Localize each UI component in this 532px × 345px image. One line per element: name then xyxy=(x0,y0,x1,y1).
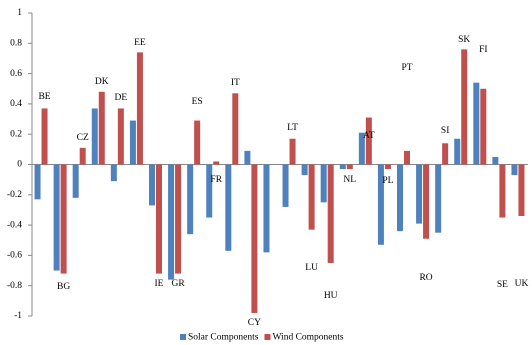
bar xyxy=(377,164,384,245)
y-tick-label: -0.8 xyxy=(7,281,22,291)
y-tick-label: 1 xyxy=(17,8,22,18)
bar xyxy=(435,164,442,233)
category-label: BE xyxy=(38,92,50,102)
bar xyxy=(518,164,525,217)
category-label: UK xyxy=(515,279,529,289)
category-label: PT xyxy=(401,63,412,73)
category-label: LT xyxy=(287,123,298,133)
bar xyxy=(91,108,98,165)
bar xyxy=(473,82,480,165)
bar xyxy=(136,52,143,165)
bar xyxy=(301,164,308,176)
bar xyxy=(480,88,487,165)
bar xyxy=(492,156,499,165)
bar xyxy=(461,49,468,165)
bar xyxy=(244,150,251,165)
category-label: DE xyxy=(115,93,128,103)
bar xyxy=(194,120,201,165)
bar xyxy=(206,164,213,218)
bar xyxy=(117,108,124,165)
bar xyxy=(308,164,315,230)
bar xyxy=(404,150,410,165)
bar xyxy=(442,143,449,165)
category-label: ES xyxy=(192,97,203,107)
bar xyxy=(168,164,175,280)
bar xyxy=(339,164,346,170)
legend-swatch xyxy=(180,334,186,340)
category-label: NL xyxy=(343,175,356,185)
bar xyxy=(213,161,220,165)
y-tick-label: 0.2 xyxy=(10,129,22,139)
category-label: GR xyxy=(171,279,185,289)
bar xyxy=(454,138,461,165)
bar xyxy=(384,164,391,170)
bar xyxy=(60,164,67,274)
category-label: EE xyxy=(134,38,146,48)
legend-label: Wind Components xyxy=(272,333,343,343)
y-tick-label: 0.8 xyxy=(10,38,22,48)
category-label: HU xyxy=(324,291,338,301)
bar xyxy=(423,164,430,239)
category-label: SK xyxy=(458,35,470,45)
bar xyxy=(282,164,289,207)
y-tick-label: 0.6 xyxy=(10,69,22,79)
bar xyxy=(365,117,372,165)
bar xyxy=(225,164,232,251)
bar xyxy=(511,164,518,176)
y-tick-label: -0.4 xyxy=(7,220,22,230)
bar xyxy=(327,164,334,263)
y-tick-label: -0.2 xyxy=(7,190,22,200)
bar xyxy=(499,164,506,218)
category-label: RO xyxy=(419,273,432,283)
bar xyxy=(53,164,60,271)
bar xyxy=(72,164,79,198)
category-label: IE xyxy=(155,279,164,289)
bar xyxy=(358,132,365,165)
category-label: CZ xyxy=(77,133,89,143)
bar xyxy=(110,164,117,182)
bar xyxy=(289,138,296,165)
category-label: FR xyxy=(210,175,222,185)
bar xyxy=(129,120,136,165)
bar xyxy=(175,164,182,274)
bar xyxy=(98,91,105,165)
category-label: BG xyxy=(57,282,70,292)
bar xyxy=(41,108,48,165)
bar xyxy=(346,164,353,170)
bar xyxy=(187,164,194,235)
bar xyxy=(320,164,327,203)
category-label: PL xyxy=(382,176,393,186)
y-tick-label: -0.6 xyxy=(7,251,22,261)
bar xyxy=(232,93,239,165)
bar xyxy=(397,164,403,232)
bar xyxy=(149,164,155,206)
legend-label: Solar Components xyxy=(188,333,259,343)
category-label: AT xyxy=(363,131,375,141)
bar xyxy=(156,164,162,274)
category-label: LU xyxy=(305,263,318,273)
y-tick-label: 0.4 xyxy=(10,99,22,109)
bar xyxy=(79,147,86,165)
y-tick-label: -1 xyxy=(14,311,22,321)
bar xyxy=(263,164,270,253)
category-label: CY xyxy=(248,318,261,328)
category-label: DK xyxy=(95,77,109,87)
bar xyxy=(34,164,41,200)
bar xyxy=(251,164,258,313)
category-label: IT xyxy=(231,78,240,88)
bar xyxy=(416,164,423,224)
category-label: FI xyxy=(479,45,487,55)
legend-swatch xyxy=(264,334,271,340)
category-label: SI xyxy=(441,126,449,136)
y-tick-label: 0 xyxy=(17,160,22,170)
category-label: SE xyxy=(497,280,508,290)
